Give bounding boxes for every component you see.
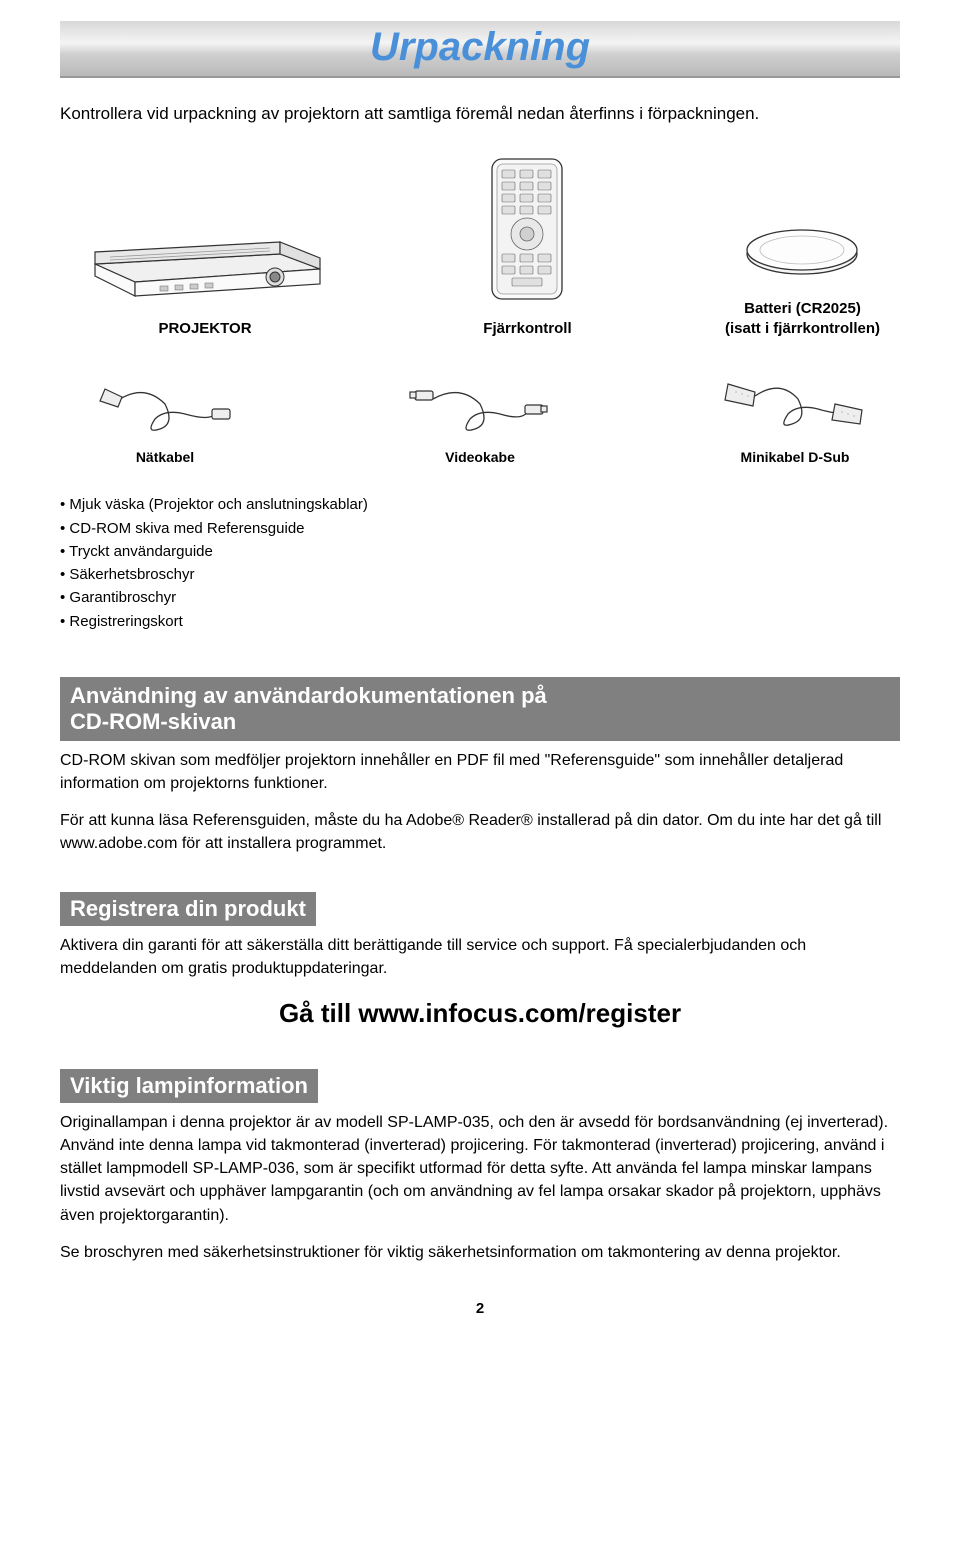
register-p1: Aktivera din garanti för att säkerställa… [60, 934, 900, 980]
battery-label-line2: (isatt i fjärrkontrollen) [725, 320, 880, 337]
doc-header: Användning av användardokumentationen på… [60, 677, 900, 743]
list-item: Registreringskort [60, 610, 900, 633]
lamp-header: Viktig lampinformation [60, 1069, 318, 1105]
doc-header-line1: Användning av användardokumentationen på [70, 683, 547, 708]
dsub-cable-item: Minikabel D-Sub [720, 374, 870, 465]
title-bar: Urpackning [60, 20, 900, 78]
battery-icon [737, 214, 867, 284]
power-cable-icon [90, 379, 240, 444]
projector-icon [80, 204, 330, 304]
page-number: 2 [60, 1300, 900, 1317]
register-header: Registrera din produkt [60, 892, 316, 928]
video-cable-item: Videokabe [405, 379, 555, 465]
remote-label: Fjärrkontroll [482, 319, 572, 339]
lamp-p2: Se broschyren med säkerhetsinstruktioner… [60, 1241, 900, 1264]
page-title: Urpackning [60, 25, 900, 70]
power-cable-item: Nätkabel [90, 379, 240, 465]
intro-text: Kontrollera vid urpackning av projektorn… [60, 102, 900, 126]
doc-p1: CD-ROM skivan som medföljer projektorn i… [60, 749, 900, 795]
list-item: Säkerhetsbroschyr [60, 563, 900, 586]
remote-item: Fjärrkontroll [482, 154, 572, 339]
dsub-cable-label: Minikabel D-Sub [720, 449, 870, 465]
section-register: Registrera din produkt Aktivera din gara… [60, 892, 900, 1029]
section-documentation: Användning av användardokumentationen på… [60, 677, 900, 856]
remote-icon [482, 154, 572, 304]
video-cable-label: Videokabe [405, 449, 555, 465]
battery-item: Batteri (CR2025) (isatt i fjärrkontrolle… [725, 214, 880, 338]
power-cable-label: Nätkabel [90, 449, 240, 465]
doc-p2: För att kunna läsa Referensguiden, måste… [60, 809, 900, 855]
accessory-list: Mjuk väska (Projektor och anslutningskab… [60, 493, 900, 633]
lamp-p1: Originallampan i denna projektor är av m… [60, 1111, 900, 1227]
list-item: Tryckt användarguide [60, 540, 900, 563]
video-cable-icon [405, 379, 555, 444]
projector-label: PROJEKTOR [80, 319, 330, 339]
register-link: Gå till www.infocus.com/register [60, 998, 900, 1029]
list-item: CD-ROM skiva med Referensguide [60, 517, 900, 540]
battery-label-line1: Batteri (CR2025) [744, 300, 861, 317]
cable-row: Nätkabel Videokabe [60, 374, 900, 465]
list-item: Garantibroschyr [60, 586, 900, 609]
doc-header-line2: CD-ROM-skivan [70, 709, 236, 734]
product-row: PROJEKTOR Fjärrkontroll [60, 154, 900, 339]
list-item: Mjuk väska (Projektor och anslutningskab… [60, 493, 900, 516]
section-lamp: Viktig lampinformation Originallampan i … [60, 1069, 900, 1264]
dsub-cable-icon [720, 374, 870, 444]
battery-label: Batteri (CR2025) (isatt i fjärrkontrolle… [725, 299, 880, 338]
projector-item: PROJEKTOR [80, 204, 330, 339]
